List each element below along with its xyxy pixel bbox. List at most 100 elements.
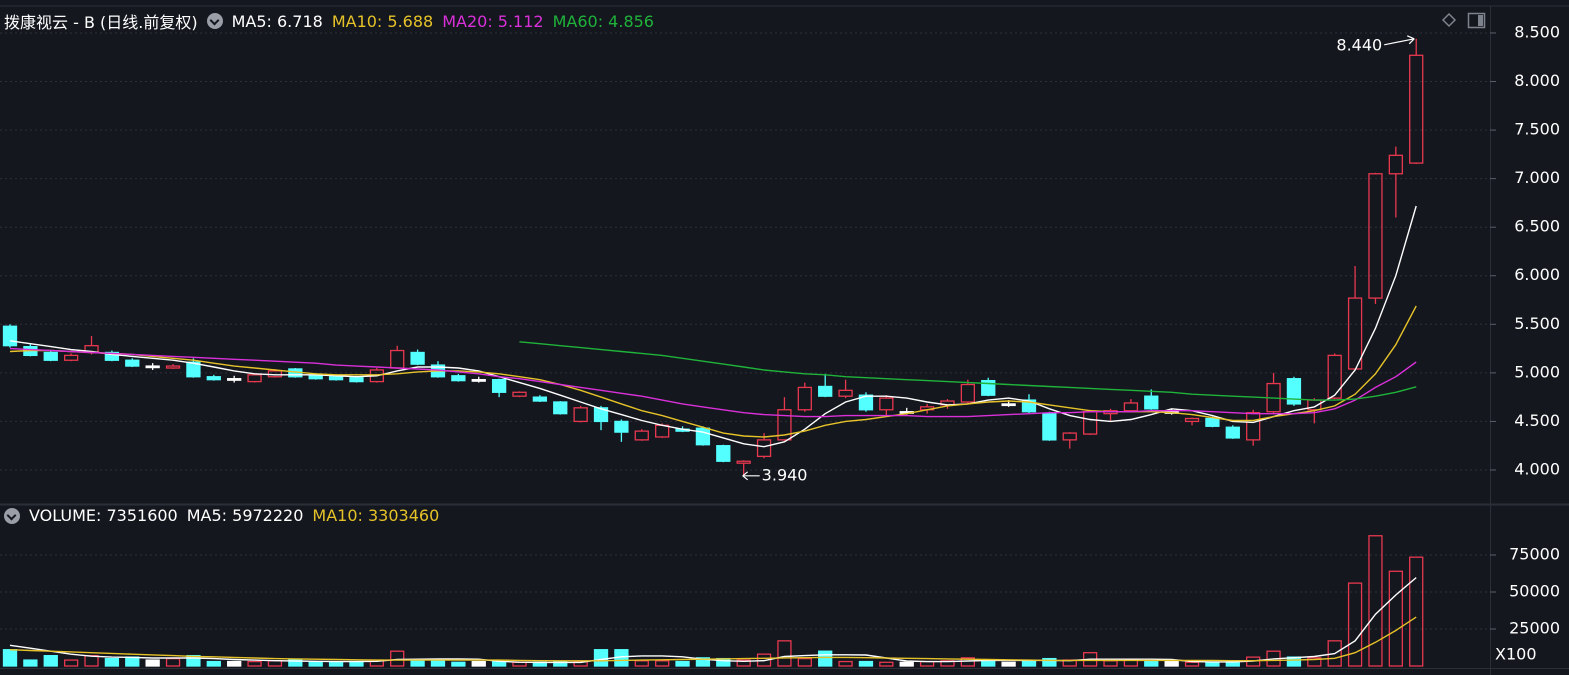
candle-body (247, 374, 262, 383)
volume-bar (2, 649, 18, 667)
volume-bar (675, 660, 690, 667)
unit-box (1491, 641, 1569, 668)
annotation-arrow (1384, 38, 1415, 46)
volume-bar (1164, 660, 1179, 667)
volume-legend: VOLUME: 7351600 MA5: 5972220 MA10: 3303460 (4, 506, 439, 525)
volume-bar (553, 660, 568, 667)
ma-line (519, 341, 1417, 401)
candle-body (43, 351, 58, 361)
candle-body (1123, 402, 1139, 412)
volume-bar (777, 640, 792, 667)
candle-body (593, 407, 609, 423)
volume-bar (63, 659, 79, 667)
candle-body (1286, 378, 1302, 405)
volume-bar (1042, 657, 1057, 667)
volume-bar (797, 657, 812, 667)
candle-body (838, 389, 853, 397)
volume-unit: X100 (1495, 645, 1537, 664)
volume-bar (573, 660, 588, 667)
candle-body (2, 325, 18, 347)
ma-legend: MA5: 6.718 (231, 11, 323, 31)
volume-bar (1307, 657, 1322, 667)
volume-bar (430, 659, 446, 667)
candle-body (716, 445, 731, 462)
candle-body (879, 397, 894, 411)
candle-body (1409, 54, 1424, 164)
ma-line (9, 205, 1417, 448)
ma-line (9, 347, 1417, 418)
volume-bar (1388, 570, 1403, 667)
y-tick-label: 7.000 (1514, 168, 1560, 187)
candle-body (695, 427, 711, 446)
annotation-label: 8.440 (1336, 35, 1382, 54)
volume-bar (23, 659, 38, 667)
price-legend: 拨康视云 - B (日线.前复权) MA5: 6.718 MA10: 5.688 M… (4, 9, 654, 33)
volume-bar (960, 657, 976, 667)
volume-bar (390, 650, 405, 667)
candle-body (1021, 399, 1037, 413)
candle-body (471, 379, 486, 382)
candle-body (532, 396, 548, 402)
ma-line (9, 305, 1417, 438)
ma-line (9, 616, 1417, 662)
legend-toggle[interactable] (4, 507, 20, 524)
marks: 8.440 3.940 (2, 35, 1424, 667)
candle-body (410, 351, 425, 365)
candle-body (206, 376, 221, 381)
volume-bar (1205, 661, 1220, 667)
candle-body (1144, 395, 1159, 410)
volume-bar (756, 653, 772, 667)
candle-body (777, 409, 792, 441)
volume-bar (634, 660, 649, 667)
candle-body (512, 391, 527, 397)
candle-body (1062, 432, 1077, 441)
y-tick-label: 8.500 (1514, 22, 1560, 41)
annotation-label: 3.940 (762, 465, 808, 484)
volume-bar (1001, 661, 1016, 667)
ma-legend: MA60: 4.856 (552, 11, 654, 31)
volume-bar (1021, 660, 1037, 667)
volume-bar (838, 660, 853, 667)
volume-bar (247, 660, 262, 667)
volume-bar (471, 660, 486, 667)
volume-bar (593, 649, 609, 667)
volume-bar (879, 661, 894, 667)
y-tick-label: 4.500 (1514, 411, 1560, 430)
volume-bar (695, 657, 711, 667)
volume-bar (288, 659, 303, 667)
volume-bar (145, 659, 160, 667)
candle-body (186, 361, 201, 378)
volume-bar (1347, 582, 1363, 667)
volume-bar (940, 660, 955, 667)
y-tick-label: 8.000 (1514, 71, 1560, 90)
volume-bar (186, 654, 201, 667)
volume-bar (227, 660, 242, 667)
candle-body (736, 460, 751, 464)
volume-bar (899, 661, 914, 667)
y-tick-label: 6.000 (1514, 265, 1560, 284)
volume-bar (206, 660, 221, 667)
candle-body (1246, 412, 1261, 441)
volume-bar (308, 661, 323, 667)
candle-body (858, 394, 874, 411)
volume-bar (328, 661, 344, 667)
volume-bar (655, 660, 670, 667)
y-tick-label: 7.500 (1514, 120, 1560, 139)
candle-body (1388, 154, 1403, 175)
annotation-arrowhead (742, 471, 749, 481)
y-tick-label: 75000 (1509, 544, 1560, 563)
candle-body (227, 378, 242, 381)
legend-toggle[interactable] (206, 13, 223, 29)
candle-body (328, 376, 344, 381)
candle-body (1327, 354, 1342, 399)
candle-body (634, 430, 649, 441)
panel-icon[interactable] (1467, 12, 1486, 29)
candle-body (1225, 426, 1240, 439)
volume-bar (491, 660, 507, 667)
y-tick-label: 50000 (1509, 581, 1560, 600)
candle-body (573, 407, 588, 423)
candle-body (451, 375, 466, 382)
candle-body (818, 385, 833, 397)
draw-icon[interactable] (1441, 12, 1457, 28)
